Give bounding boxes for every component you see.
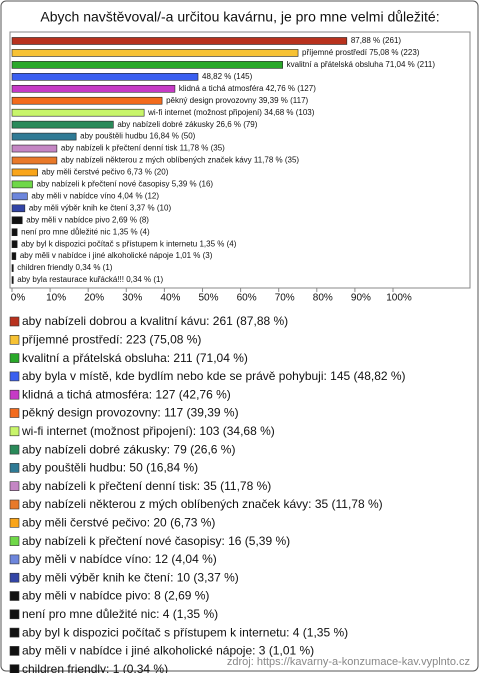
bar — [11, 168, 38, 177]
bar — [11, 228, 18, 237]
x-tick-label: 80% — [313, 293, 333, 304]
legend-label: aby nabízeli dobré zákusky: 79 (26,6 %) — [22, 442, 235, 456]
legend-label: příjemné prostředí: 223 (75,08 %) — [22, 332, 201, 346]
x-tick-label: 0% — [11, 293, 26, 304]
x-tick-label: 40% — [160, 293, 180, 304]
legend-label: aby byla v místě, kde bydlím nebo kde se… — [22, 369, 406, 383]
data-label: klidná a tichá atmosféra 42,76 % (127) — [179, 84, 316, 93]
chart-title: Abych navštěvoval/-a určitou kavárnu, je… — [40, 9, 439, 25]
data-label: aby pouštěli hudbu 16,84 % (50) — [80, 132, 196, 141]
legend-swatch — [9, 627, 20, 638]
bar — [11, 276, 14, 284]
data-label: children friendly 0,34 % (1) — [17, 263, 112, 272]
legend-swatch — [9, 609, 20, 620]
data-label: aby byla restaurace kuřácká!!! 0,34 % (1… — [17, 275, 163, 284]
bar — [11, 192, 28, 201]
data-label: příjemné prostředí 75,08 % (223) — [302, 48, 420, 57]
legend-label: aby měli v nabídce pivo: 8 (2,69 %) — [22, 589, 209, 603]
legend-label: aby měli výběr knih ke čtení: 10 (3,37 %… — [22, 570, 239, 584]
source: zdroj: https://kavarny-a-konzumace-kav.v… — [227, 656, 470, 668]
legend-label: klidná a tichá atmosféra: 127 (42,76 %) — [22, 387, 231, 401]
data-label: 87,88 % (261) — [351, 36, 402, 45]
legend-label: aby pouštěli hudbu: 50 (16,84 %) — [22, 461, 198, 475]
legend-label: wi-fi internet (možnost připojení): 103 … — [21, 424, 275, 438]
x-tick-label: 70% — [275, 293, 295, 304]
legend-label: aby měli v nabídce i jiné alkoholické ná… — [22, 644, 314, 658]
data-label: aby měli čerstvé pečivo 6,73 % (20) — [42, 168, 169, 177]
legend-label: pěkný design provozovny: 117 (39,39 %) — [22, 406, 239, 420]
legend-swatch — [9, 353, 20, 363]
data-label: aby měli v nabídce i jiné alkoholické ná… — [20, 251, 213, 260]
x-tick-label: 100% — [386, 293, 412, 304]
data-label: wi-fi internet (možnost připojení) 34,68… — [147, 108, 315, 117]
legend-label: aby nabízeli k přečtení denní tisk: 35 (… — [22, 479, 271, 493]
bar — [11, 120, 114, 129]
legend-swatch — [9, 444, 20, 455]
data-label: pěkný design provozovny 39,39 % (117) — [166, 96, 308, 105]
x-tick-label: 30% — [122, 293, 142, 304]
legend-label: aby měli čerstvé pečivo: 20 (6,73 %) — [22, 515, 215, 529]
x-tick-label: 60% — [237, 293, 257, 304]
bar — [11, 84, 176, 93]
bar — [11, 156, 58, 165]
legend-label: aby nabízeli některou z mých oblíbených … — [22, 497, 383, 511]
bar — [11, 61, 283, 69]
bar — [11, 49, 299, 57]
bar — [11, 144, 58, 153]
x-tick-label: 50% — [198, 293, 218, 304]
legend-label: není pro mne důležité nic: 4 (1,35 %) — [22, 607, 218, 621]
legend-swatch — [9, 591, 20, 601]
x-tick-label: 20% — [84, 293, 104, 304]
bar — [11, 96, 163, 105]
data-label: aby nabízeli dobré zákusky 26,6 % (79) — [117, 120, 257, 129]
legend-swatch — [9, 463, 20, 473]
legend-swatch — [9, 408, 20, 418]
bar — [11, 252, 17, 260]
data-label: není pro mne důležité nic 1,35 % (4) — [21, 227, 150, 236]
legend-swatch — [9, 554, 20, 565]
data-label: aby měli v nabídce pivo 2,69 % (8) — [26, 215, 149, 224]
bar — [11, 37, 348, 45]
legend-swatch — [9, 334, 20, 345]
bar — [11, 73, 199, 81]
data-label: kvalitní a přátelská obsluha 71,04 % (21… — [287, 60, 436, 69]
bar — [11, 204, 26, 213]
data-label: aby nabízeli k přečtení denní tisk 11,78… — [61, 144, 225, 153]
legend-swatch — [9, 499, 20, 510]
legend-label: aby nabízeli dobrou a kvalitní kávu: 261… — [22, 314, 288, 328]
bar — [11, 264, 14, 272]
bar — [11, 108, 145, 117]
legend-label: aby byl k dispozici počítač s přístupem … — [22, 625, 348, 639]
x-tick-label: 90% — [351, 293, 371, 304]
data-label: aby nabízeli některou z mých oblíbených … — [61, 156, 300, 165]
bar — [11, 132, 77, 141]
data-label: aby nabízeli k přečtení nové časopisy 5,… — [37, 180, 214, 189]
data-label: aby měli v nabídce víno 4,04 % (12) — [31, 191, 159, 200]
legend-label: aby nabízeli k přečtení nové časopisy: 1… — [22, 534, 290, 548]
data-label: 48,82 % (145) — [202, 72, 253, 81]
legend-swatch — [9, 664, 20, 675]
legend-swatch — [9, 371, 20, 382]
legend-swatch — [9, 316, 20, 327]
legend-swatch — [9, 572, 20, 583]
legend-swatch — [9, 536, 20, 546]
bar — [11, 180, 33, 189]
bar — [11, 216, 23, 225]
legend-label: children friendly: 1 (0,34 %) — [22, 662, 168, 673]
legend-swatch — [9, 389, 20, 400]
bar — [11, 240, 18, 248]
legend-swatch — [9, 646, 20, 656]
data-label: aby byl k dispozici počítač s přístupem … — [21, 239, 237, 248]
legend-swatch — [9, 517, 20, 528]
legend-label: aby měli v nabídce víno: 12 (4,04 %) — [22, 552, 217, 566]
legend-swatch — [9, 481, 20, 492]
data-label: aby měli výběr knih ke čtení 3,37 % (10) — [29, 203, 172, 212]
legend-swatch — [9, 426, 20, 437]
legend-label: kvalitní a přátelská obsluha: 211 (71,04… — [22, 351, 248, 365]
x-tick-label: 10% — [46, 293, 66, 304]
